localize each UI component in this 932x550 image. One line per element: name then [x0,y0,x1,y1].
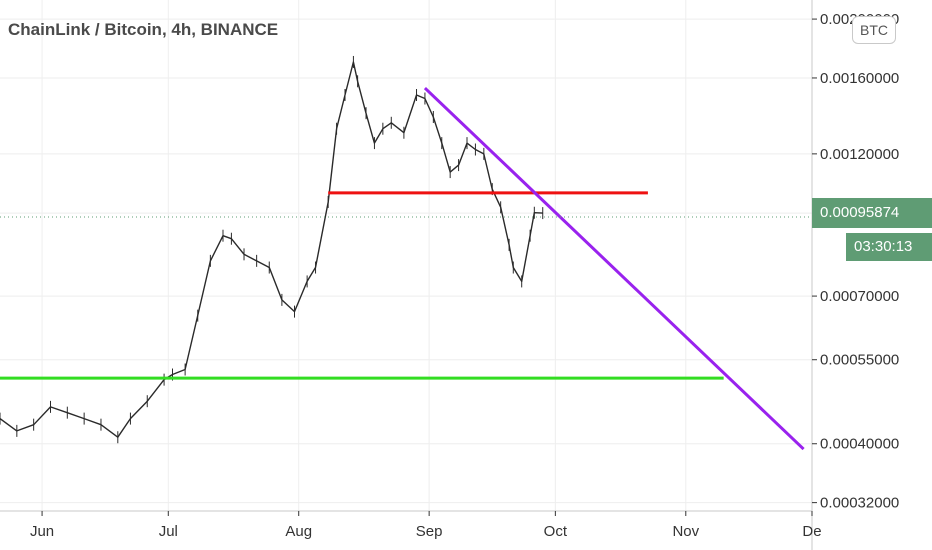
x-axis[interactable]: Jun Jul Aug Sep Oct Nov De [30,511,822,540]
price-series [0,55,544,444]
x-tick-label: De [802,523,821,540]
chart-title: ChainLink / Bitcoin, 4h, BINANCE [8,20,279,39]
currency-button[interactable]: BTC [852,16,896,44]
drawn-lines[interactable] [0,86,805,451]
last-price-badge: 0.00095874 [812,198,932,229]
y-tick-label: 0.00055000 [820,352,899,369]
x-tick-label: Oct [544,523,568,540]
candle-countdown-badge: 03:30:13 [846,233,932,262]
y-axis[interactable]: 0.00032000 0.00040000 0.00055000 0.00070000… [812,11,899,512]
y-tick-label: 0.00040000 [820,436,899,453]
x-tick-label: Jun [30,523,54,540]
downtrend-line[interactable] [423,86,805,451]
grid [0,0,813,511]
y-tick-label: 0.00160000 [820,70,899,87]
y-tick-label: 0.00032000 [820,495,899,512]
y-tick-label: 0.00120000 [820,146,899,163]
x-tick-label: Aug [285,523,312,540]
y-axis-background [812,0,932,550]
price-line [0,61,543,438]
x-tick-label: Sep [416,523,443,540]
x-tick-label: Nov [672,523,699,540]
y-tick-label: 0.00070000 [820,288,899,305]
x-tick-label: Jul [159,523,178,540]
